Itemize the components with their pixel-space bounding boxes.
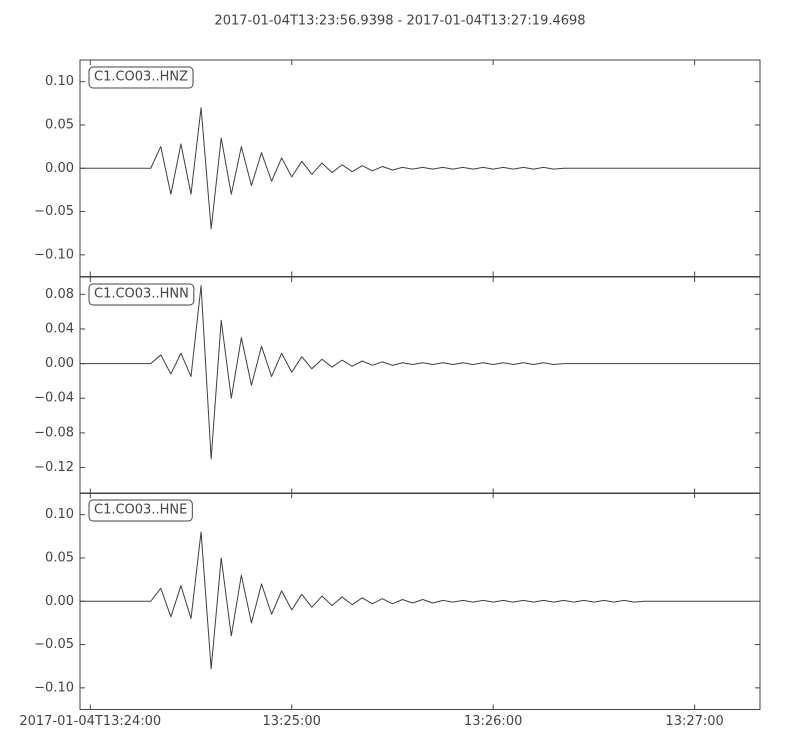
x-tick-label: 2017-01-04T13:24:00: [19, 714, 161, 729]
y-tick-label: 0.10: [45, 507, 74, 522]
y-tick-label: 0.05: [45, 550, 74, 565]
x-tick-label: 13:27:00: [665, 714, 723, 729]
trace-label-text: C1.CO03..HNE: [94, 503, 187, 518]
chart-title: 2017-01-04T13:23:56.9398 - 2017-01-04T13…: [214, 14, 585, 29]
y-tick-label: −0.05: [34, 204, 74, 219]
trace: [80, 531, 756, 670]
y-tick-label: 0.08: [45, 287, 74, 302]
y-tick-label: 0.00: [45, 594, 74, 609]
trace-label-box: [88, 66, 194, 89]
trace-label-box: [88, 283, 195, 306]
trace-label-text: C1.CO03..HNZ: [94, 70, 188, 85]
y-tick-label: 0.00: [45, 161, 74, 176]
x-tick-label: 13:25:00: [263, 714, 321, 729]
y-tick-label: 0.00: [45, 356, 74, 371]
trace-label: C1.CO03..HNN: [88, 283, 195, 306]
y-tick-label: −0.10: [34, 680, 74, 695]
y-tick-label: 0.10: [45, 74, 74, 89]
trace: [80, 107, 756, 230]
trace: [80, 285, 756, 460]
y-tick-label: −0.04: [34, 391, 74, 406]
y-tick-label: −0.10: [34, 247, 74, 262]
trace-label: C1.CO03..HNE: [88, 499, 193, 522]
plot-frame: [79, 492, 761, 710]
y-tick-label: 0.05: [45, 117, 74, 132]
plot-frame: [79, 276, 761, 494]
trace-label: C1.CO03..HNZ: [88, 66, 194, 89]
trace-label-box: [88, 499, 193, 522]
x-tick-label: 13:26:00: [464, 714, 522, 729]
y-tick-label: −0.05: [34, 637, 74, 652]
y-tick-label: −0.08: [34, 425, 74, 440]
y-tick-label: 0.04: [45, 321, 74, 336]
y-tick-label: −0.12: [34, 460, 74, 475]
trace-label-text: C1.CO03..HNN: [94, 287, 189, 302]
